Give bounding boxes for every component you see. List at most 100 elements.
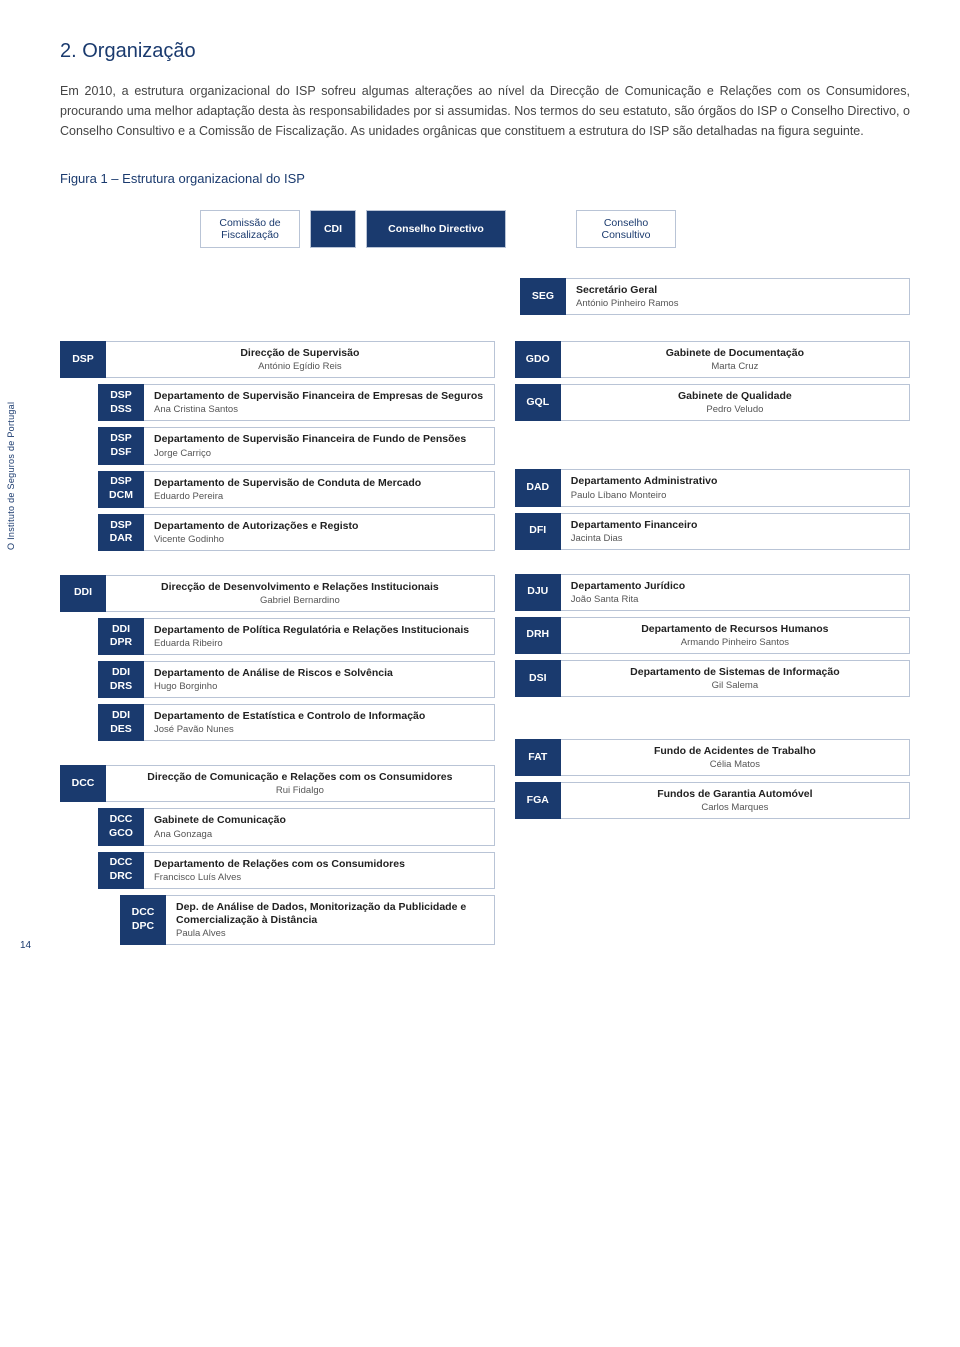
- dcc-title: Direcção de Comunicação e Relações com o…: [147, 771, 452, 784]
- tag-dsp-dss: DSPDSS: [98, 384, 144, 421]
- tag-fat: FAT: [515, 739, 561, 776]
- tag-ddi-dpr: DDIDPR: [98, 618, 144, 655]
- tag-dsp: DSP: [60, 341, 106, 378]
- dsp-dar-person: Vicente Godinho: [154, 534, 484, 545]
- tag-dcc: DCC: [60, 765, 106, 802]
- drh-person: Armando Pinheiro Santos: [681, 637, 789, 648]
- entry-dsp-dss: DSPDSS Departamento de Supervisão Financ…: [98, 384, 495, 421]
- tag-gdo: GDO: [515, 341, 561, 378]
- entry-dfi: DFI Departamento Financeiro Jacinta Dias: [515, 513, 910, 550]
- figure-title: Figura 1 – Estrutura organizacional do I…: [60, 171, 910, 186]
- dsi-person: Gil Salema: [712, 680, 758, 691]
- entry-dcc-gco: DCCGCO Gabinete de Comunicação Ana Gonza…: [98, 808, 495, 845]
- tag-dsp-dsf: DSPDSF: [98, 427, 144, 464]
- ddi-title: Direcção de Desenvolvimento e Relações I…: [161, 581, 439, 594]
- dcc-gco-title: Gabinete de Comunicação: [154, 814, 484, 827]
- tag-dju: DJU: [515, 574, 561, 611]
- tag-ddi-drs: DDIDRS: [98, 661, 144, 698]
- cell-fiscalizacao: Comissão de Fiscalização: [200, 210, 300, 248]
- cell-conselho-consultivo: Conselho Consultivo: [576, 210, 676, 248]
- page-number: 14: [20, 940, 31, 951]
- tag-dcc-drc: DCCDRC: [98, 852, 144, 889]
- dsp-dar-title: Departamento de Autorizações e Registo: [154, 520, 484, 533]
- dcc-dpc-person: Paula Alves: [176, 928, 484, 939]
- section-heading: 2. Organização: [60, 40, 910, 63]
- entry-fat: FAT Fundo de Acidentes de Trabalho Célia…: [515, 739, 910, 776]
- dju-title: Departamento Jurídico: [571, 580, 899, 593]
- entry-gdo: GDO Gabinete de Documentação Marta Cruz: [515, 341, 910, 378]
- org-chart: O Instituto de Seguros de Portugal Comis…: [60, 210, 910, 951]
- seg-title: Secretário Geral: [576, 284, 899, 297]
- entry-dsp-dsf: DSPDSF Departamento de Supervisão Financ…: [98, 427, 495, 464]
- entry-dju: DJU Departamento Jurídico João Santa Rit…: [515, 574, 910, 611]
- dcc-gco-person: Ana Gonzaga: [154, 829, 484, 840]
- entry-dsp-dcm: DSPDCM Departamento de Supervisão de Con…: [98, 471, 495, 508]
- tag-dsp-dar: DSPDAR: [98, 514, 144, 551]
- fat-title: Fundo de Acidentes de Trabalho: [654, 745, 816, 758]
- seg-person: António Pinheiro Ramos: [576, 298, 899, 309]
- tag-dfi: DFI: [515, 513, 561, 550]
- top-row: Comissão de Fiscalização CDI Conselho Di…: [200, 210, 910, 248]
- dad-title: Departamento Administrativo: [571, 475, 899, 488]
- dsp-person: António Egídio Reis: [258, 361, 341, 372]
- entry-drh: DRH Departamento de Recursos Humanos Arm…: [515, 617, 910, 654]
- dsi-title: Departamento de Sistemas de Informação: [630, 666, 839, 679]
- gdo-title: Gabinete de Documentação: [666, 347, 804, 360]
- gql-person: Pedro Veludo: [706, 404, 763, 415]
- entry-dcc-dpc: DCCDPC Dep. de Análise de Dados, Monitor…: [120, 895, 495, 945]
- tag-dad: DAD: [515, 469, 561, 506]
- tag-seg: SEG: [520, 278, 566, 315]
- entry-gql: GQL Gabinete de Qualidade Pedro Veludo: [515, 384, 910, 421]
- dcc-drc-person: Francisco Luís Alves: [154, 872, 484, 883]
- dsp-dcm-title: Departamento de Supervisão de Conduta de…: [154, 477, 484, 490]
- tag-dsp-dcm: DSPDCM: [98, 471, 144, 508]
- intro-paragraph: Em 2010, a estrutura organizacional do I…: [60, 81, 910, 141]
- tag-dcc-dpc: DCCDPC: [120, 895, 166, 945]
- entry-dsp: DSP Direcção de Supervisão António Egídi…: [60, 341, 495, 378]
- entry-dcc: DCC Direcção de Comunicação e Relações c…: [60, 765, 495, 802]
- entry-ddi-des: DDIDES Departamento de Estatística e Con…: [98, 704, 495, 741]
- fga-title: Fundos de Garantia Automóvel: [657, 788, 812, 801]
- tag-dsi: DSI: [515, 660, 561, 697]
- ddi-dpr-person: Eduarda Ribeiro: [154, 638, 484, 649]
- entry-fga: FGA Fundos de Garantia Automóvel Carlos …: [515, 782, 910, 819]
- ddi-person: Gabriel Bernardino: [260, 595, 340, 606]
- dad-person: Paulo Líbano Monteiro: [571, 490, 899, 501]
- dsp-dsf-title: Departamento de Supervisão Financeira de…: [154, 433, 484, 446]
- entry-seg: SEG Secretário Geral António Pinheiro Ra…: [520, 278, 910, 315]
- ddi-des-person: José Pavão Nunes: [154, 724, 484, 735]
- drh-title: Departamento de Recursos Humanos: [641, 623, 828, 636]
- tag-fga: FGA: [515, 782, 561, 819]
- ddi-drs-title: Departamento de Análise de Riscos e Solv…: [154, 667, 484, 680]
- entry-dsi: DSI Departamento de Sistemas de Informaç…: [515, 660, 910, 697]
- entry-dad: DAD Departamento Administrativo Paulo Lí…: [515, 469, 910, 506]
- ddi-dpr-title: Departamento de Política Regulatória e R…: [154, 624, 484, 637]
- dsp-dsf-person: Jorge Carriço: [154, 448, 484, 459]
- side-label: O Instituto de Seguros de Portugal: [6, 402, 16, 550]
- ddi-drs-person: Hugo Borginho: [154, 681, 484, 692]
- entry-ddi-drs: DDIDRS Departamento de Análise de Riscos…: [98, 661, 495, 698]
- dcc-dpc-title: Dep. de Análise de Dados, Monitorização …: [176, 901, 484, 927]
- entry-dcc-drc: DCCDRC Departamento de Relações com os C…: [98, 852, 495, 889]
- dcc-drc-title: Departamento de Relações com os Consumid…: [154, 858, 484, 871]
- tag-dcc-gco: DCCGCO: [98, 808, 144, 845]
- dcc-person: Rui Fidalgo: [276, 785, 324, 796]
- dfi-person: Jacinta Dias: [571, 533, 899, 544]
- dsp-dss-title: Departamento de Supervisão Financeira de…: [154, 390, 484, 403]
- cell-cdi: CDI: [310, 210, 356, 248]
- gql-title: Gabinete de Qualidade: [678, 390, 792, 403]
- tag-ddi-des: DDIDES: [98, 704, 144, 741]
- entry-dsp-dar: DSPDAR Departamento de Autorizações e Re…: [98, 514, 495, 551]
- ddi-des-title: Departamento de Estatística e Controlo d…: [154, 710, 484, 723]
- gdo-person: Marta Cruz: [711, 361, 758, 372]
- fat-person: Célia Matos: [710, 759, 760, 770]
- dsp-title: Direcção de Supervisão: [240, 347, 359, 360]
- entry-ddi-dpr: DDIDPR Departamento de Política Regulató…: [98, 618, 495, 655]
- cell-conselho-directivo: Conselho Directivo: [366, 210, 506, 248]
- tag-drh: DRH: [515, 617, 561, 654]
- dsp-dss-person: Ana Cristina Santos: [154, 404, 484, 415]
- dju-person: João Santa Rita: [571, 594, 899, 605]
- fga-person: Carlos Marques: [701, 802, 768, 813]
- dfi-title: Departamento Financeiro: [571, 519, 899, 532]
- tag-ddi: DDI: [60, 575, 106, 612]
